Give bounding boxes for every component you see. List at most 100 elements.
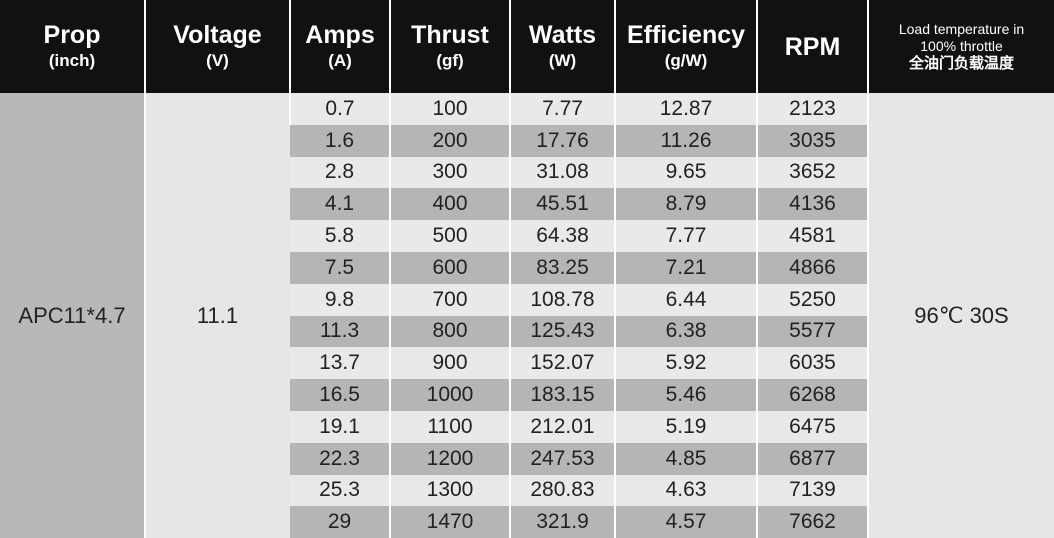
prop-cell: APC11*4.7: [0, 93, 145, 538]
data-cell: 25.3: [290, 474, 390, 507]
header-title: Efficiency: [626, 20, 746, 49]
data-cell: 3652: [756, 156, 868, 189]
data-cell: 22.3: [290, 442, 390, 475]
header-title: Voltage: [173, 20, 262, 49]
data-cell: 247.53: [509, 442, 615, 475]
header-line: Load temperature in: [898, 21, 1025, 37]
header-title: Amps: [305, 20, 375, 49]
header-unit: (V): [206, 50, 229, 70]
data-cell: 2123: [756, 93, 868, 125]
data-cell: 7.77: [614, 220, 757, 252]
header-title: RPM: [784, 32, 841, 61]
header-cell: Thrust (gf): [389, 0, 510, 93]
data-cell: 4.57: [614, 506, 757, 538]
header-unit: (inch): [48, 50, 96, 70]
header-cell: Efficiency (g/W): [614, 0, 757, 93]
data-cell: 31.08: [509, 156, 615, 189]
data-cell: 45.51: [509, 188, 615, 221]
voltage-cell: 11.1: [144, 93, 290, 538]
data-cell: 800: [389, 315, 510, 348]
table-row: 4.1 400 45.51 8.79 4136: [0, 188, 1054, 221]
table-row: 16.5 1000 183.15 5.46 6268: [0, 379, 1054, 411]
data-cell: 83.25: [509, 251, 615, 284]
data-cell: 500: [389, 220, 510, 252]
table-row: 13.7 900 152.07 5.92 6035: [0, 347, 1054, 380]
header-line: 全油门负载温度: [908, 55, 1014, 72]
table-body: APC11*4.7 11.1 0.7 100 7.77 12.87 2123 96℃ 30S 1…: [0, 93, 1054, 538]
data-cell: 16.5: [290, 379, 390, 411]
data-cell: 5.92: [614, 347, 757, 380]
table-row: 11.3 800 125.43 6.38 5577: [0, 315, 1054, 348]
table-row: 7.5 600 83.25 7.21 4866: [0, 251, 1054, 284]
data-cell: 7662: [756, 506, 868, 538]
data-cell: 1470: [389, 506, 510, 538]
header-line: 100% throttle: [920, 38, 1003, 54]
data-cell: 11.3: [290, 315, 390, 348]
data-cell: 11.26: [614, 124, 757, 157]
data-cell: 9.8: [290, 283, 390, 316]
data-cell: 152.07: [509, 347, 615, 380]
data-cell: 1300: [389, 474, 510, 507]
data-cell: 1000: [389, 379, 510, 411]
data-cell: 5.19: [614, 410, 757, 443]
data-cell: 4.63: [614, 474, 757, 507]
data-cell: 5250: [756, 283, 868, 316]
data-cell: 1100: [389, 410, 510, 443]
data-cell: 108.78: [509, 283, 615, 316]
header-cell: Watts (W): [509, 0, 615, 93]
data-cell: 7.77: [509, 93, 615, 125]
data-cell: 4581: [756, 220, 868, 252]
data-cell: 600: [389, 251, 510, 284]
data-cell: 400: [389, 188, 510, 221]
header-unit: (W): [548, 50, 577, 70]
temp-cell: 96℃ 30S: [867, 93, 1054, 538]
header-unit: (gf): [436, 50, 464, 70]
data-cell: 6268: [756, 379, 868, 411]
data-cell: 6035: [756, 347, 868, 380]
data-cell: 700: [389, 283, 510, 316]
header-title: Thrust: [411, 20, 489, 49]
data-cell: 6475: [756, 410, 868, 443]
data-cell: 4.85: [614, 442, 757, 475]
data-cell: 0.7: [289, 93, 390, 125]
table-row: 22.3 1200 247.53 4.85 6877: [0, 442, 1054, 475]
table-row: 9.8 700 108.78 6.44 5250: [0, 283, 1054, 316]
data-cell: 300: [389, 156, 510, 189]
data-cell: 4.1: [290, 188, 390, 221]
data-cell: 7139: [756, 474, 868, 507]
table-row: 29 1470 321.9 4.57 7662: [0, 506, 1054, 538]
data-cell: 7.21: [614, 251, 757, 284]
data-cell: 200: [389, 124, 510, 157]
header-cell: RPM: [756, 0, 868, 93]
data-cell: 100: [389, 93, 510, 125]
data-cell: 280.83: [509, 474, 615, 507]
header-title: Watts: [528, 20, 597, 49]
data-cell: 125.43: [509, 315, 615, 348]
header-cell: Prop (inch): [0, 0, 145, 93]
table-row: 25.3 1300 280.83 4.63 7139: [0, 474, 1054, 507]
table-row: APC11*4.7 11.1 0.7 100 7.77 12.87 2123 96℃ 30S: [0, 93, 1054, 538]
data-cell: 13.7: [290, 347, 390, 380]
data-cell: 5.46: [614, 379, 757, 411]
data-cell: 19.1: [290, 410, 390, 443]
data-cell: 12.87: [614, 93, 757, 125]
data-cell: 183.15: [509, 379, 615, 411]
data-cell: 29: [290, 506, 390, 538]
data-cell: 1200: [389, 442, 510, 475]
data-cell: 6.38: [614, 315, 757, 348]
data-cell: 5.8: [290, 220, 390, 252]
table-row: 19.1 1100 212.01 5.19 6475: [0, 410, 1054, 443]
data-cell: 6.44: [614, 283, 757, 316]
data-cell: 321.9: [509, 506, 615, 538]
header-unit: (A): [328, 50, 352, 70]
data-cell: 6877: [756, 442, 868, 475]
data-cell: 64.38: [509, 220, 615, 252]
data-cell: 9.65: [614, 156, 757, 189]
header-title: Prop: [43, 20, 101, 49]
table-row: 1.6 200 17.76 11.26 3035: [0, 124, 1054, 157]
data-cell: 4136: [756, 188, 868, 221]
data-cell: 3035: [756, 124, 868, 157]
header-unit: (g/W): [664, 50, 708, 70]
